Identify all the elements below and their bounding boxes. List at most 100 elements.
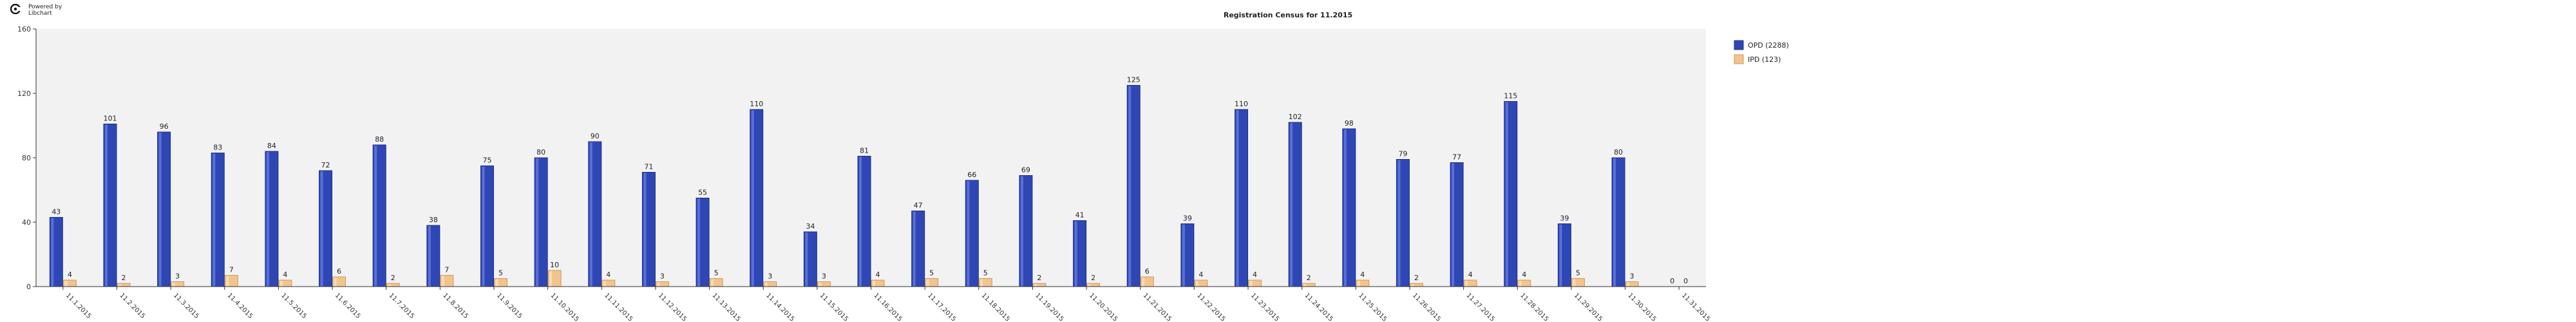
opd-bar-highlight bbox=[1290, 123, 1293, 287]
brand-name: Libchart bbox=[28, 10, 52, 17]
ipd-bar-highlight bbox=[1249, 281, 1253, 287]
opd-data-label: 79 bbox=[1398, 150, 1407, 158]
opd-data-label: 69 bbox=[1021, 166, 1030, 175]
libchart-logo: Powered by Libchart bbox=[10, 3, 88, 17]
ipd-bar-highlight bbox=[1088, 284, 1091, 287]
ipd-bar-highlight bbox=[1573, 279, 1576, 287]
ipd-data-label: 5 bbox=[929, 269, 934, 278]
opd-bar-highlight bbox=[213, 153, 216, 287]
x-tick-label: 11.19.2015 bbox=[1034, 292, 1065, 322]
opd-data-label: 88 bbox=[375, 135, 384, 144]
ipd-data-label: 4 bbox=[876, 270, 880, 279]
ipd-bar-highlight bbox=[980, 279, 983, 287]
legend-label-opd: OPD (2288) bbox=[1748, 41, 1789, 50]
ipd-data-label: 2 bbox=[1414, 274, 1419, 282]
opd-data-label: 38 bbox=[429, 216, 438, 224]
opd-data-label: 90 bbox=[591, 132, 600, 140]
opd-data-label: 115 bbox=[1504, 92, 1517, 100]
opd-data-label: 81 bbox=[860, 147, 869, 155]
opd-bar-highlight bbox=[1128, 86, 1132, 287]
opd-data-label: 39 bbox=[1560, 214, 1569, 223]
opd-data-label: 47 bbox=[914, 202, 923, 210]
x-tick-label: 11.7.2015 bbox=[388, 292, 416, 320]
ipd-data-label: 5 bbox=[498, 269, 503, 278]
opd-bar-highlight bbox=[1559, 224, 1562, 287]
ipd-data-label: 4 bbox=[1522, 270, 1526, 279]
ipd-data-label: 4 bbox=[1253, 270, 1257, 279]
ipd-bar-highlight bbox=[118, 284, 121, 287]
ipd-bar-highlight bbox=[441, 276, 444, 287]
ipd-data-label: 4 bbox=[1468, 270, 1473, 279]
opd-data-label: 84 bbox=[267, 142, 276, 150]
opd-bar-highlight bbox=[1343, 129, 1347, 287]
opd-data-label: 41 bbox=[1075, 211, 1084, 220]
x-axis: 11.1.2015 11.2.2015 11.3.2015 11.4.2015 11.5… bbox=[62, 287, 1711, 322]
opd-data-label: 71 bbox=[644, 163, 653, 171]
ipd-bar-highlight bbox=[1519, 281, 1522, 287]
x-tick-label: 11.5.2015 bbox=[279, 292, 308, 320]
ipd-bar-highlight bbox=[279, 281, 283, 287]
opd-bar-highlight bbox=[751, 110, 754, 287]
opd-data-label: 55 bbox=[698, 189, 707, 197]
x-tick-label: 11.13.2015 bbox=[710, 292, 741, 322]
x-tick-label: 11.30.2015 bbox=[1626, 292, 1657, 322]
y-tick-label: 120 bbox=[17, 90, 31, 98]
opd-bar-highlight bbox=[1397, 160, 1401, 287]
y-tick-label: 80 bbox=[22, 154, 31, 162]
ipd-data-label: 3 bbox=[768, 272, 772, 281]
x-tick-label: 11.29.2015 bbox=[1573, 292, 1604, 322]
opd-data-label: 66 bbox=[967, 171, 976, 179]
ipd-bar-highlight bbox=[1411, 284, 1414, 287]
x-tick-label: 11.31.2015 bbox=[1680, 292, 1711, 322]
opd-bar-highlight bbox=[697, 198, 701, 287]
ipd-data-label: 0 bbox=[1683, 277, 1688, 285]
ipd-data-label: 10 bbox=[550, 261, 559, 269]
x-tick-label: 11.3.2015 bbox=[172, 292, 200, 320]
y-axis: 0 40 80 120 160 bbox=[17, 25, 36, 291]
ipd-data-label: 7 bbox=[229, 266, 234, 274]
x-tick-label: 11.25.2015 bbox=[1357, 292, 1388, 322]
ipd-bar-highlight bbox=[819, 282, 822, 287]
x-tick-label: 11.14.2015 bbox=[764, 292, 795, 322]
ipd-bar-highlight bbox=[1627, 282, 1630, 287]
ipd-bar-highlight bbox=[603, 281, 606, 287]
ipd-bar-highlight bbox=[1357, 281, 1360, 287]
opd-bar-highlight bbox=[643, 173, 647, 287]
ipd-data-label: 3 bbox=[660, 272, 665, 281]
opd-bar-highlight bbox=[51, 218, 54, 287]
ipd-data-label: 2 bbox=[1091, 274, 1095, 282]
x-tick-label: 11.24.2015 bbox=[1303, 292, 1334, 322]
ipd-bar-highlight bbox=[172, 282, 175, 287]
opd-data-label: 34 bbox=[806, 222, 815, 231]
ipd-data-label: 6 bbox=[1145, 267, 1150, 276]
ipd-data-label: 6 bbox=[337, 267, 341, 276]
ipd-data-label: 3 bbox=[175, 272, 180, 281]
opd-bar-highlight bbox=[266, 152, 269, 287]
ipd-bar-highlight bbox=[926, 279, 929, 287]
ipd-bar-highlight bbox=[1195, 281, 1198, 287]
ipd-data-label: 2 bbox=[121, 274, 126, 282]
legend-label-ipd: IPD (123) bbox=[1748, 55, 1781, 64]
opd-data-label: 110 bbox=[750, 100, 763, 108]
x-tick-label: 11.26.2015 bbox=[1411, 292, 1442, 322]
opd-bar-highlight bbox=[158, 133, 162, 287]
x-tick-label: 11.15.2015 bbox=[819, 292, 849, 322]
opd-bar-highlight bbox=[589, 142, 592, 287]
y-tick-label: 160 bbox=[17, 25, 31, 33]
opd-data-label: 125 bbox=[1127, 76, 1141, 84]
opd-bar-highlight bbox=[1020, 176, 1023, 287]
ipd-data-label: 5 bbox=[714, 269, 719, 278]
opd-data-label: 39 bbox=[1183, 214, 1192, 223]
ipd-bar-highlight bbox=[64, 281, 68, 287]
ipd-bar-highlight bbox=[657, 282, 660, 287]
opd-bar-highlight bbox=[1182, 224, 1185, 287]
ipd-bar-highlight bbox=[495, 279, 498, 287]
ipd-data-label: 5 bbox=[983, 269, 988, 278]
ipd-data-label: 4 bbox=[1198, 270, 1203, 279]
opd-data-label: 102 bbox=[1289, 113, 1302, 121]
opd-bar-highlight bbox=[1613, 158, 1616, 287]
ipd-bar-highlight bbox=[711, 279, 714, 287]
opd-bar-highlight bbox=[428, 226, 431, 287]
legend-swatch-opd bbox=[1734, 40, 1744, 50]
